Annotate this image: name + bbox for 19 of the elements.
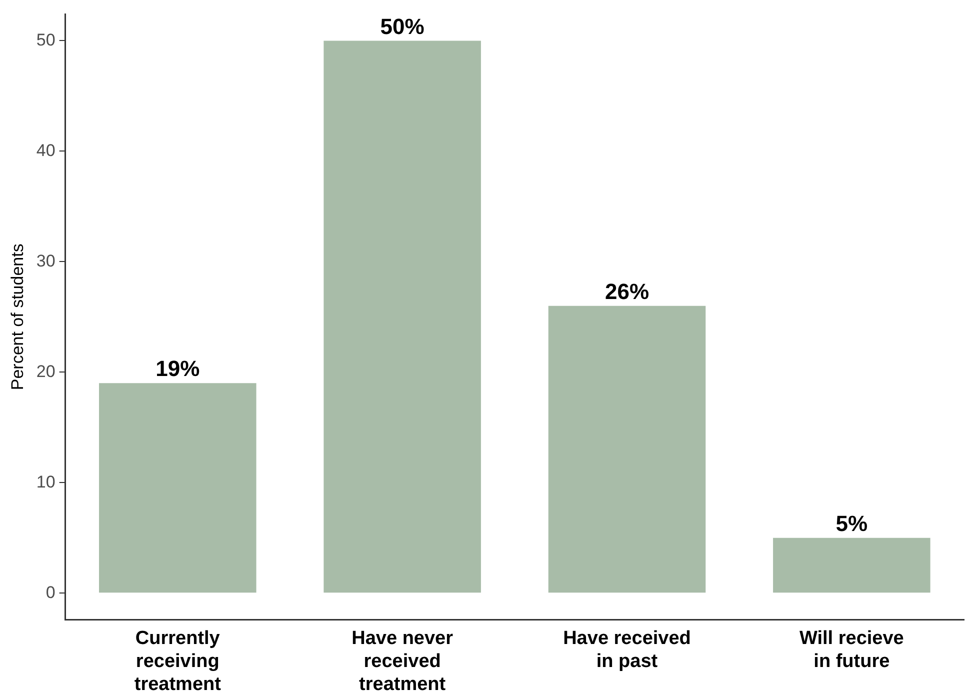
y-tick-label: 10 — [36, 472, 56, 492]
bar — [773, 538, 930, 593]
y-tick-label: 20 — [36, 362, 56, 381]
x-tick-label: Have never received treatment — [352, 628, 454, 695]
x-tick-label: Will recieve in future — [799, 628, 904, 672]
y-axis-title: Percent of students — [8, 244, 27, 390]
bar — [324, 40, 481, 593]
bar — [548, 306, 706, 593]
bar — [99, 383, 256, 593]
y-tick-label: 50 — [36, 30, 56, 50]
x-tick-label: Currently receiving treatment — [134, 628, 222, 695]
y-tick-label: 0 — [46, 582, 56, 602]
y-tick-label: 30 — [36, 251, 56, 270]
data-label: 50% — [380, 14, 424, 39]
data-label: 19% — [156, 356, 200, 382]
x-tick-label: Have received in past — [563, 628, 691, 672]
data-label: 26% — [604, 278, 650, 304]
data-label: 5% — [836, 510, 868, 536]
y-tick-label: 40 — [36, 140, 56, 160]
